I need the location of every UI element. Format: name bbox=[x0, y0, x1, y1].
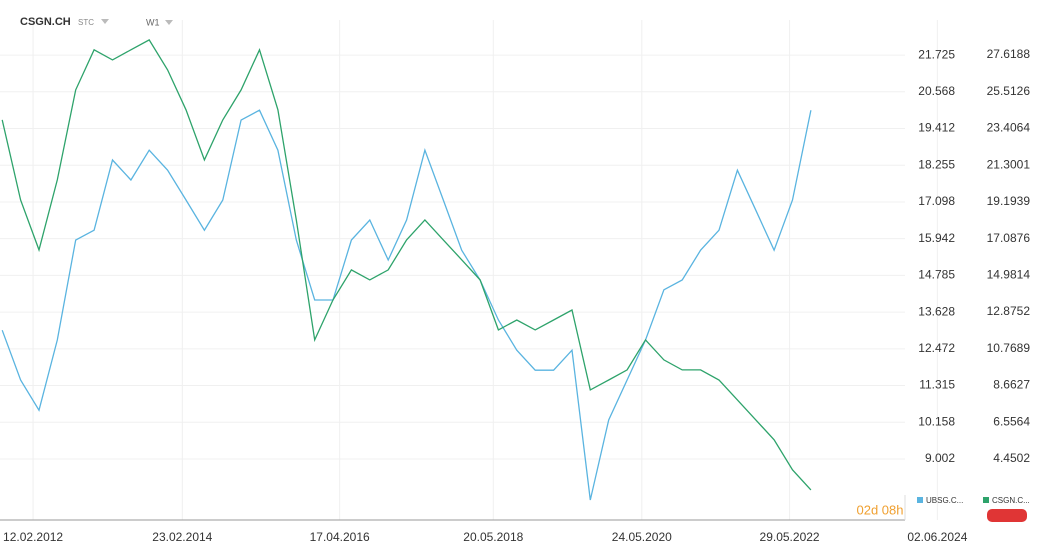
y-tick-label: 17.098 bbox=[918, 194, 955, 208]
y-tick-label: 11.315 bbox=[919, 378, 955, 392]
dropdown-arrow[interactable] bbox=[165, 20, 173, 25]
y-tick-label: 19.412 bbox=[918, 121, 955, 135]
legend-swatch bbox=[983, 497, 989, 503]
y2-tick-label: 12.8752 bbox=[987, 304, 1031, 318]
x-tick-label: 29.05.2022 bbox=[760, 530, 820, 544]
timeframe[interactable]: W1 bbox=[146, 17, 160, 27]
series-line bbox=[1, 39, 812, 491]
chart-style[interactable]: STC bbox=[78, 18, 94, 27]
x-tick-label: 12.02.2012 bbox=[3, 530, 63, 544]
y2-tick-label: 27.6188 bbox=[987, 47, 1031, 61]
y-tick-label: 9.002 bbox=[925, 451, 955, 465]
series-line bbox=[1, 109, 812, 501]
y2-tick-label: 10.7689 bbox=[987, 341, 1031, 355]
y-tick-label: 18.255 bbox=[918, 157, 955, 171]
y2-tick-label: 21.3001 bbox=[987, 157, 1031, 171]
x-tick-label: 02.06.2024 bbox=[907, 530, 967, 544]
countdown: 02d 08h bbox=[857, 502, 904, 517]
legend-swatch bbox=[917, 497, 923, 503]
y-tick-label: 12.472 bbox=[918, 341, 955, 355]
x-tick-label: 17.04.2016 bbox=[310, 530, 370, 544]
y-tick-label: 15.942 bbox=[918, 231, 955, 245]
x-tick-label: 24.05.2020 bbox=[612, 530, 672, 544]
y-tick-label: 13.628 bbox=[918, 304, 955, 318]
y-tick-label: 20.568 bbox=[918, 84, 955, 98]
y-tick-label: 10.158 bbox=[918, 414, 955, 428]
x-tick-label: 20.05.2018 bbox=[463, 530, 523, 544]
y2-tick-label: 17.0876 bbox=[987, 231, 1031, 245]
legend-label: UBSG.C... bbox=[926, 496, 963, 505]
y2-tick-label: 25.5126 bbox=[987, 84, 1031, 98]
y2-tick-label: 19.1939 bbox=[987, 194, 1031, 208]
price-badge bbox=[987, 509, 1027, 522]
y2-tick-label: 14.9814 bbox=[987, 267, 1031, 281]
y2-tick-label: 23.4064 bbox=[987, 121, 1031, 135]
dropdown-arrow[interactable] bbox=[101, 19, 109, 24]
y2-tick-label: 6.5564 bbox=[993, 414, 1030, 428]
x-tick-label: 23.02.2014 bbox=[152, 530, 212, 544]
y-tick-label: 14.785 bbox=[918, 268, 955, 282]
y-tick-label: 21.725 bbox=[918, 47, 955, 61]
symbol[interactable]: CSGN.CH bbox=[20, 16, 71, 28]
y2-tick-label: 4.4502 bbox=[993, 451, 1030, 465]
y2-tick-label: 8.6627 bbox=[993, 378, 1030, 392]
legend-label: CSGN.C... bbox=[992, 496, 1030, 505]
